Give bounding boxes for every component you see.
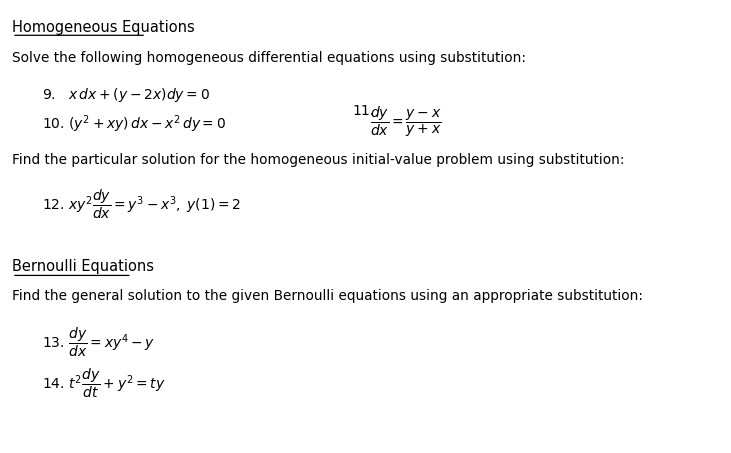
Text: Bernoulli Equations: Bernoulli Equations xyxy=(12,259,154,274)
Text: 13. $\dfrac{dy}{dx} = xy^4 - y$: 13. $\dfrac{dy}{dx} = xy^4 - y$ xyxy=(42,325,155,359)
Text: 10. $(y^2 + xy)\,dx - x^2\,dy = 0$: 10. $(y^2 + xy)\,dx - x^2\,dy = 0$ xyxy=(42,113,226,135)
Text: Find the particular solution for the homogeneous initial-value problem using sub: Find the particular solution for the hom… xyxy=(12,153,624,167)
Text: Solve the following homogeneous differential equations using substitution:: Solve the following homogeneous differen… xyxy=(12,51,526,65)
Text: 9.   $x\,dx + (y - 2x)dy = 0$: 9. $x\,dx + (y - 2x)dy = 0$ xyxy=(42,87,210,105)
Text: Homogeneous Equations: Homogeneous Equations xyxy=(12,20,194,35)
Text: $\dfrac{dy}{dx} = \dfrac{y-x}{y+x}$: $\dfrac{dy}{dx} = \dfrac{y-x}{y+x}$ xyxy=(370,104,442,139)
Text: 11.: 11. xyxy=(352,104,375,118)
Text: 12. $xy^2\dfrac{dy}{dx} = y^3 - x^3, \; y(1) = 2$: 12. $xy^2\dfrac{dy}{dx} = y^3 - x^3, \; … xyxy=(42,188,241,221)
Text: Find the general solution to the given Bernoulli equations using an appropriate : Find the general solution to the given B… xyxy=(12,289,643,303)
Text: 14. $t^2\dfrac{dy}{dt} + y^2 = ty$: 14. $t^2\dfrac{dy}{dt} + y^2 = ty$ xyxy=(42,366,165,400)
